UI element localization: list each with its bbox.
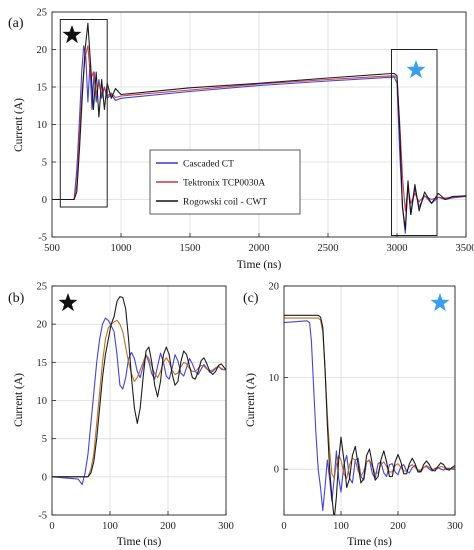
y-tick-label: 0 [42, 195, 47, 206]
x-tick-label: 3500 [456, 243, 474, 254]
black-star-icon [58, 293, 78, 312]
x-axis-label: Time (ns) [237, 259, 282, 271]
y-tick-label: 25 [37, 8, 48, 19]
blue-star-icon [430, 293, 450, 312]
y-tick-label: 25 [37, 282, 48, 293]
y-axis-label: Current (A) [13, 98, 25, 152]
y-tick-label: 15 [37, 358, 48, 369]
chart-panel-a: 500 1000 1500 2000 2500 3000 3500 -5 0 5 10 15 20 25 T… [8, 8, 474, 272]
zoom-box-1 [59, 19, 108, 208]
x-tick-label: 500 [44, 243, 60, 254]
plot-area [284, 286, 455, 515]
panel-label: (a) [8, 16, 24, 31]
y-tick-label: 0 [42, 472, 47, 483]
x-tick-label: 200 [160, 521, 176, 532]
y-axis-label: Current (A) [245, 373, 257, 427]
series-group [52, 296, 226, 486]
x-axis-label: Time (ns) [347, 536, 392, 548]
x-tick-label: 2500 [318, 243, 339, 254]
x-tick-label: 300 [447, 521, 463, 532]
series-group [52, 22, 466, 234]
series-line-2 [52, 319, 226, 478]
x-tick-label: 0 [281, 521, 286, 532]
x-tick-label: 2000 [249, 243, 270, 254]
x-tick-label: 3000 [387, 243, 408, 254]
x-axis-label: Time (ns) [117, 536, 162, 548]
series-group [284, 314, 455, 515]
panel-label: (b) [8, 291, 25, 306]
y-tick-label: 10 [37, 396, 48, 407]
x-tick-label: 0 [49, 521, 54, 532]
y-tick-label: 5 [42, 158, 47, 169]
y-tick-label: 15 [37, 83, 48, 94]
y-tick-label: 0 [274, 465, 279, 476]
x-tick-label: 1500 [180, 243, 201, 254]
legend-entry-1: Cascaded CT [183, 160, 234, 170]
chart-panel-c: 0 100 200 300 0 10 20 Time (ns) Current (A) (c) [243, 282, 463, 549]
y-axis-label: Current (A) [13, 373, 25, 427]
y-tick-label: -5 [38, 511, 47, 522]
y-tick-label: -5 [38, 233, 47, 244]
y-tick-label: 5 [42, 434, 47, 445]
series-line-3 [284, 314, 455, 515]
legend: Cascaded CT Tektronix TCP0030A Rogowski co… [149, 149, 301, 215]
x-tick-label: 300 [218, 521, 234, 532]
y-tick-label: 10 [269, 373, 280, 384]
blue-star-icon [406, 60, 426, 79]
x-tick-label: 100 [333, 521, 349, 532]
legend-entry-2: Tektronix TCP0030A [183, 179, 265, 189]
legend-entry-3: Rogowski coil - CWT [183, 198, 267, 208]
y-tick-label: 20 [269, 282, 280, 293]
black-star-icon [62, 25, 82, 44]
series-line-1 [52, 317, 226, 486]
panel-label: (c) [243, 291, 259, 306]
x-tick-label: 100 [102, 521, 118, 532]
x-tick-label: 1000 [111, 243, 132, 254]
zoom-box-2 [390, 49, 438, 236]
y-tick-label: 20 [37, 45, 48, 56]
series-line-3 [52, 22, 466, 231]
y-tick-label: 20 [37, 320, 48, 331]
x-tick-label: 200 [390, 521, 406, 532]
y-tick-label: 10 [37, 120, 48, 131]
series-line-3 [52, 296, 226, 478]
axes-frame [283, 285, 456, 516]
